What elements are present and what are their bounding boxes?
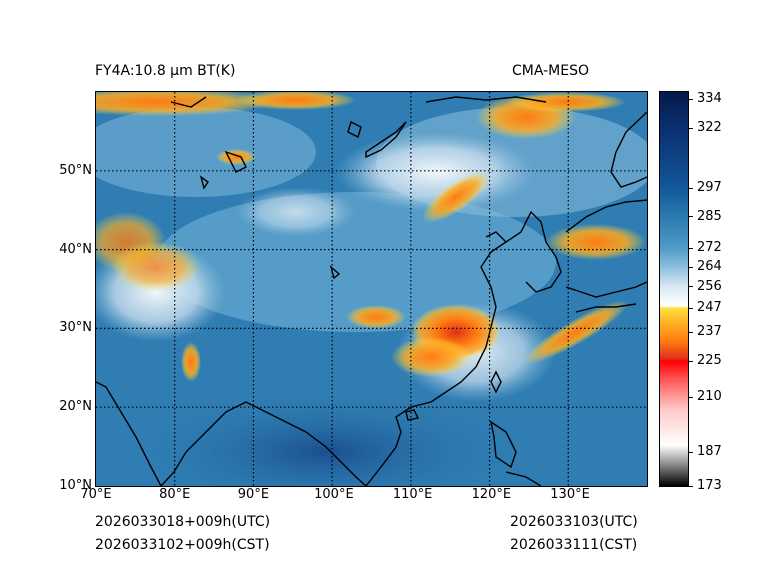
coastline — [285, 421, 367, 486]
colorbar-tick-mark — [689, 127, 693, 129]
colorbar-tick-mark — [689, 266, 693, 268]
coastline — [365, 231, 508, 486]
lon-tick-label: 120°E — [471, 487, 512, 502]
colorbar-tick-mark — [689, 451, 693, 453]
map-canvas — [96, 92, 647, 486]
lat-tick-label: 50°N — [59, 162, 92, 178]
lat-tick-label: 20°N — [59, 399, 92, 415]
bt-warm-region — [136, 392, 516, 486]
coastline — [505, 210, 562, 293]
coastline — [224, 150, 247, 173]
bt-cold-cloud — [391, 337, 471, 377]
coastlines — [96, 96, 647, 486]
bt-cloud-white — [236, 187, 356, 237]
colorbar-tick-mark — [689, 247, 693, 249]
colorbar-tick-label: 285 — [697, 208, 722, 224]
coastline — [405, 409, 420, 421]
colorbar-tick-label: 173 — [697, 478, 722, 493]
valid-time-cst: 2026033111(CST) — [510, 537, 638, 553]
coastline — [347, 121, 362, 138]
coastline — [575, 303, 637, 313]
colorbar-tick-mark — [689, 187, 693, 189]
bt-cold-cloud — [422, 171, 490, 223]
colorbar-tick-label: 247 — [697, 300, 722, 316]
coastline — [160, 401, 287, 486]
colorbar-tick-label: 210 — [697, 389, 722, 405]
lon-tick-label: 70°E — [80, 487, 112, 502]
colorbar-tick-label: 256 — [697, 278, 722, 294]
colorbar-tick-mark — [689, 98, 693, 100]
bt-cold-cloud — [523, 300, 629, 364]
colorbar-gradient — [660, 92, 688, 486]
bt-cold-cloud — [181, 342, 201, 382]
bt-cold-cloud — [96, 92, 276, 116]
colorbar-tick-label: 334 — [697, 91, 722, 107]
colorbar-tick-label: 225 — [697, 353, 722, 369]
coastline — [96, 381, 162, 486]
bt-cold-cloud — [216, 149, 256, 165]
bt-cold-cloud — [546, 224, 646, 260]
coastline — [365, 121, 407, 159]
bt-cloud-white — [336, 132, 536, 212]
lon-tick-label: 90°E — [237, 487, 270, 502]
coastline — [610, 111, 647, 188]
bt-cold-cloud — [111, 242, 201, 292]
coastline — [489, 420, 517, 469]
coastline — [199, 175, 209, 190]
colorbar-tick-mark — [689, 307, 693, 309]
colorbar-tick-mark — [689, 216, 693, 218]
colorbar-tick-mark — [689, 286, 693, 288]
lat-tick-label: 40°N — [59, 241, 92, 257]
coastline — [425, 96, 547, 103]
colorbar-tick-mark — [689, 396, 693, 398]
lon-tick-label: 130°E — [550, 487, 590, 502]
colorbar-tick-mark — [689, 485, 693, 487]
lat-tick-label: 30°N — [59, 320, 92, 336]
colorbar-tick-label: 187 — [697, 444, 722, 460]
lon-tick-label: 80°E — [159, 487, 191, 502]
bt-cold-cloud — [236, 92, 356, 110]
gridlines — [96, 92, 647, 486]
bt-cloud-band — [96, 107, 316, 197]
lat-tick-label: 10°N — [59, 478, 92, 493]
coastline — [565, 199, 647, 233]
colorbar-tick-mark — [689, 360, 693, 362]
coastline — [505, 471, 542, 486]
colorbar-tick-label: 322 — [697, 120, 722, 136]
coastline — [170, 96, 207, 108]
chart-title-right: CMA-MESO — [512, 63, 590, 79]
init-time-cst: 2026033102+009h(CST) — [95, 537, 270, 553]
coastline — [565, 281, 647, 298]
colorbar-tick-label: 264 — [697, 259, 722, 275]
lon-tick-label: 100°E — [314, 487, 354, 502]
lon-tick-label: 110°E — [392, 487, 433, 502]
coastline — [490, 370, 502, 394]
colorbar-tick-label: 272 — [697, 240, 722, 256]
bt-cold-cloud — [506, 92, 626, 112]
chart-title-left: FY4A:10.8 µm BT(K) — [95, 63, 236, 79]
init-time-utc: 2026033018+009h(UTC) — [95, 514, 271, 530]
map-panel — [95, 91, 648, 487]
colorbar-tick-label: 237 — [697, 324, 722, 340]
bt-cold-cloud — [346, 305, 406, 329]
valid-time-utc: 2026033103(UTC) — [510, 514, 638, 530]
colorbar-tick-label: 297 — [697, 180, 722, 196]
colorbar-tick-mark — [689, 331, 693, 333]
colorbar — [659, 91, 689, 487]
